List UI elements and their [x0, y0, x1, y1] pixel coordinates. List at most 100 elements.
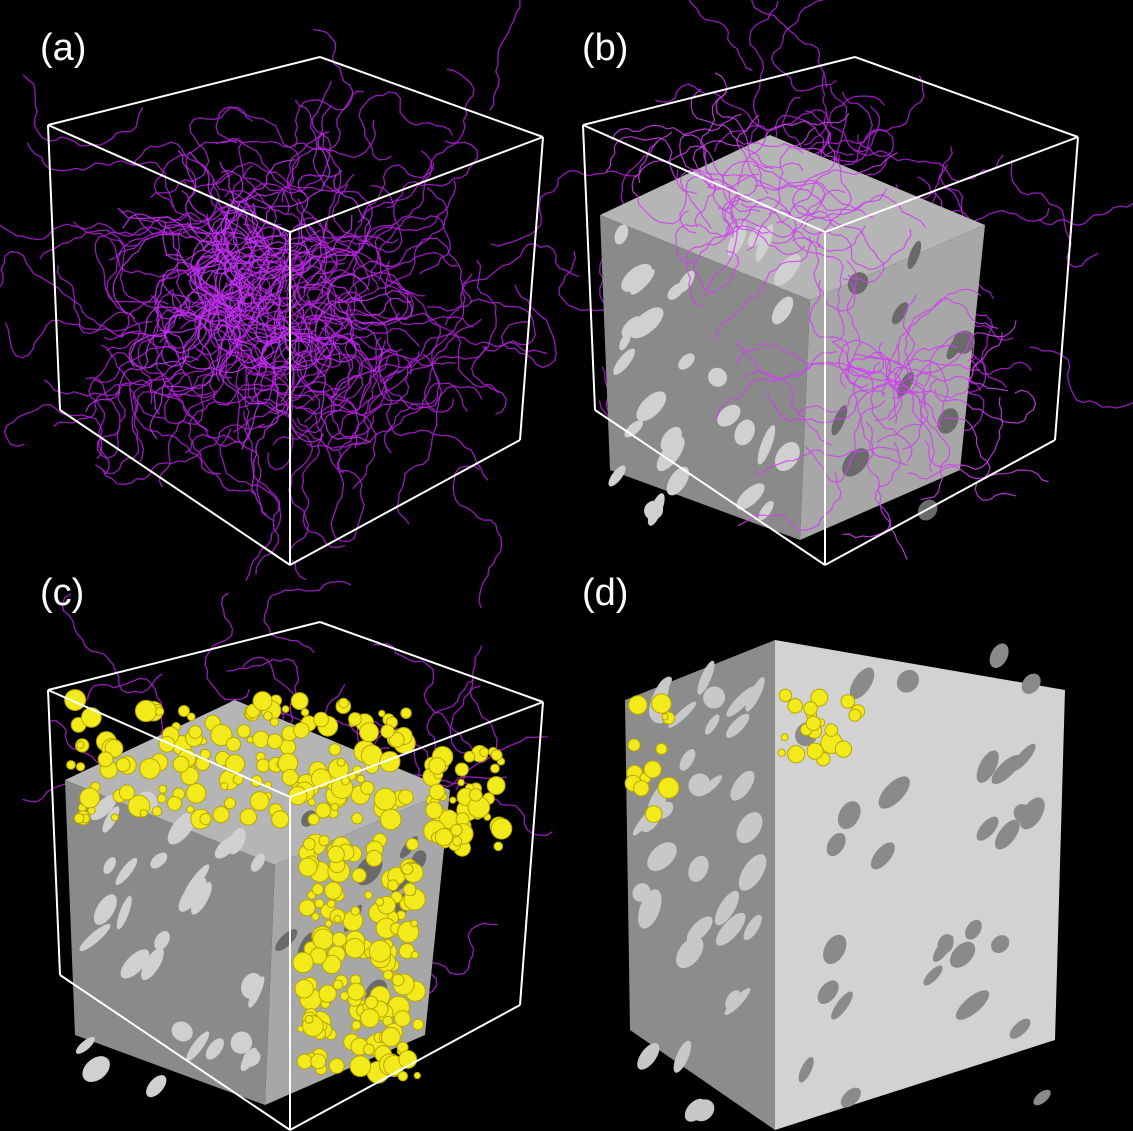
sphere [305, 1015, 313, 1023]
sphere [429, 784, 444, 799]
sphere [352, 813, 363, 824]
sphere [376, 898, 384, 906]
sphere [299, 858, 317, 876]
sphere [835, 741, 851, 757]
sphere [314, 712, 329, 727]
sphere [313, 929, 334, 950]
sphere [189, 726, 202, 739]
sphere [311, 1054, 326, 1069]
sphere [491, 764, 500, 773]
sphere [778, 749, 785, 756]
sphere [383, 970, 392, 979]
sphere [173, 756, 189, 772]
figure: (a) (b) (c) (d) [0, 0, 1133, 1131]
sphere [332, 932, 346, 946]
sphere [413, 1019, 424, 1030]
sphere [429, 757, 446, 774]
sphere [452, 837, 461, 846]
page: (a) (b) (c) (d) (() => { const data = JS… [0, 0, 1133, 1131]
sphere [111, 814, 118, 821]
sphere [455, 763, 468, 776]
sphere [152, 807, 162, 817]
sphere [804, 702, 818, 716]
sphere [806, 716, 820, 730]
sphere [339, 698, 349, 708]
sphere [140, 758, 160, 778]
sphere [658, 777, 679, 798]
sphere [119, 785, 134, 800]
sphere [140, 810, 147, 817]
sphere [401, 708, 411, 718]
sphere [349, 713, 362, 726]
sphere [67, 761, 76, 770]
sphere [187, 713, 195, 721]
sphere [221, 782, 228, 789]
sphere [464, 751, 475, 762]
sphere [779, 689, 791, 701]
sphere [328, 846, 345, 863]
sphere [414, 1072, 420, 1078]
sphere [451, 824, 462, 835]
sphere [352, 868, 366, 882]
sphere [398, 790, 413, 805]
sphere [491, 750, 502, 761]
sphere [628, 739, 640, 751]
sphere [325, 882, 342, 899]
sphere [294, 723, 309, 738]
sphere [388, 880, 399, 891]
sphere [315, 899, 324, 908]
sphere [187, 806, 194, 813]
sphere [253, 731, 270, 748]
sphere [366, 850, 382, 866]
sphere [319, 836, 329, 846]
sphere [156, 707, 164, 715]
sphere [652, 694, 671, 713]
sphere [352, 1021, 361, 1030]
sphere [629, 696, 648, 715]
sphere [295, 980, 314, 999]
sphere [282, 706, 289, 713]
sphere [253, 692, 272, 711]
sphere [167, 796, 181, 810]
sphere [841, 695, 855, 709]
sphere [213, 807, 229, 823]
sphere [411, 920, 418, 927]
sphere [327, 900, 335, 908]
sphere [186, 784, 206, 804]
sphere [380, 809, 401, 830]
panel-label: (c) [40, 572, 84, 614]
sphere [82, 708, 102, 728]
sphere [157, 794, 166, 803]
sphere [360, 723, 379, 742]
sphere [345, 938, 365, 958]
sphere [135, 700, 156, 721]
sphere [788, 746, 805, 763]
sphere [450, 797, 456, 803]
sphere [76, 763, 84, 771]
sphere [308, 799, 315, 806]
panel-label: (a) [40, 27, 86, 69]
sphere [291, 693, 308, 710]
sphere [788, 699, 803, 714]
sphere [480, 748, 489, 757]
sphere [98, 752, 113, 767]
sphere [348, 983, 365, 1000]
sphere [365, 891, 373, 899]
panel-label: (b) [582, 27, 628, 69]
sphere [435, 828, 452, 845]
sphere [369, 940, 391, 962]
panel-d [625, 640, 1065, 1130]
sphere [402, 864, 413, 875]
sphere [270, 718, 278, 726]
sphere [282, 769, 298, 785]
sphere [411, 951, 418, 958]
sphere [807, 743, 823, 759]
sphere [312, 913, 319, 920]
sphere [781, 734, 788, 741]
sphere [357, 775, 365, 783]
sphere [656, 743, 667, 754]
sphere [272, 811, 289, 828]
sphere [350, 1056, 371, 1077]
sphere [316, 803, 331, 818]
sphere [297, 1054, 312, 1069]
